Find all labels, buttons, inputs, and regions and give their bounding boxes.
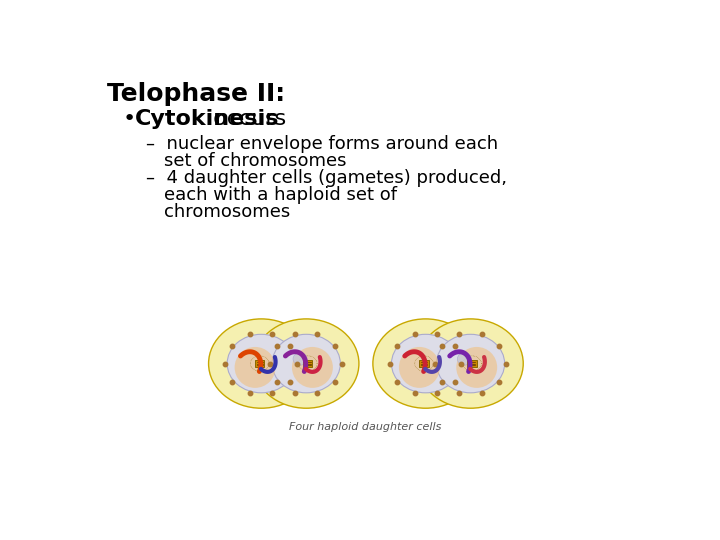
Text: chromosomes: chromosomes — [164, 202, 291, 221]
Ellipse shape — [228, 334, 295, 393]
FancyBboxPatch shape — [255, 360, 264, 367]
Ellipse shape — [253, 319, 359, 408]
Ellipse shape — [457, 353, 472, 365]
Text: Four haploid daughter cells: Four haploid daughter cells — [289, 422, 441, 432]
Ellipse shape — [235, 347, 276, 388]
Ellipse shape — [399, 347, 440, 388]
Ellipse shape — [292, 347, 333, 388]
Ellipse shape — [436, 334, 505, 393]
Text: –  4 daughter cells (gametes) produced,: – 4 daughter cells (gametes) produced, — [145, 168, 507, 187]
Text: occurs: occurs — [206, 110, 287, 130]
Text: –  nuclear envelope forms around each: – nuclear envelope forms around each — [145, 135, 498, 153]
Ellipse shape — [392, 334, 459, 393]
FancyBboxPatch shape — [303, 360, 312, 367]
Ellipse shape — [209, 319, 314, 408]
Text: Telophase II:: Telophase II: — [107, 82, 285, 106]
Ellipse shape — [293, 353, 307, 365]
FancyBboxPatch shape — [467, 360, 477, 367]
Ellipse shape — [418, 319, 523, 408]
Ellipse shape — [373, 319, 478, 408]
FancyBboxPatch shape — [419, 360, 428, 367]
Text: Cytokinesis: Cytokinesis — [135, 110, 279, 130]
Text: set of chromosomes: set of chromosomes — [164, 152, 347, 170]
Ellipse shape — [272, 334, 341, 393]
Text: •: • — [122, 110, 136, 130]
Ellipse shape — [456, 347, 498, 388]
Text: each with a haploid set of: each with a haploid set of — [164, 186, 397, 204]
